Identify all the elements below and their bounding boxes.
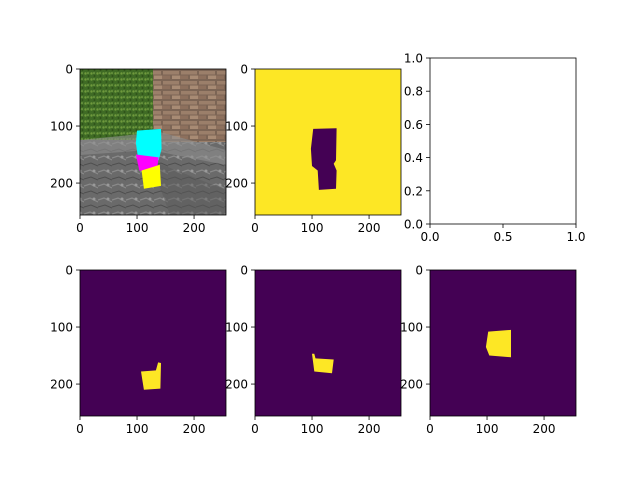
mask-region	[485, 329, 511, 358]
x-tick-label: 0	[76, 422, 84, 436]
x-tick-label: 200	[183, 422, 206, 436]
mask-region	[310, 128, 337, 190]
y-tick-label: 0.2	[404, 184, 423, 198]
y-tick-label: 200	[400, 378, 423, 392]
axes-frame	[79, 269, 227, 417]
panel-mask-complement: 0 100 200 0 100 200	[225, 63, 402, 235]
panel-empty: 0.0 0.5 1.0 0.0 0.2 0.4 0.6 0.8 1.0	[404, 52, 586, 245]
overlay-yellow	[141, 164, 161, 189]
panel-scene: 0 100 200 0 100 200	[50, 63, 227, 235]
y-tick-label: 100	[50, 120, 73, 134]
x-tick-label: 200	[533, 422, 556, 436]
y-tick-label: 100	[50, 321, 73, 335]
axes-frame	[79, 68, 227, 216]
mask-region	[312, 353, 334, 374]
panel-mask-cyan: 0 100 200 0 100 200	[400, 264, 577, 436]
x-tick-label: 200	[358, 221, 381, 235]
axes-frame	[254, 68, 402, 216]
y-tick-label: 0	[240, 264, 248, 278]
y-tick-label: 0.0	[404, 218, 423, 232]
axes-frame	[429, 57, 577, 225]
y-tick-label: 0	[240, 63, 248, 77]
x-tick-label: 200	[358, 422, 381, 436]
x-tick-label: 100	[301, 221, 324, 235]
y-tick-label: 0	[65, 63, 73, 77]
x-tick-label: 0.0	[420, 230, 439, 244]
x-tick-label: 100	[476, 422, 499, 436]
y-tick-label: 100	[225, 321, 248, 335]
y-tick-label: 1.0	[404, 52, 423, 66]
y-tick-label: 200	[50, 177, 73, 191]
rock-shadow	[150, 160, 226, 215]
brick-wall	[153, 69, 226, 142]
y-tick-label: 0.8	[404, 85, 423, 99]
y-tick-label: 100	[400, 321, 423, 335]
x-tick-label: 0	[251, 221, 259, 235]
axes-frame	[254, 269, 402, 417]
x-tick-label: 0.5	[493, 230, 512, 244]
x-tick-label: 0	[426, 422, 434, 436]
x-tick-label: 1.0	[566, 230, 585, 244]
x-tick-label: 0	[76, 221, 84, 235]
overlay-cyan	[135, 128, 162, 161]
y-tick-label: 200	[225, 177, 248, 191]
x-tick-label: 100	[126, 422, 149, 436]
y-tick-label: 200	[225, 378, 248, 392]
x-tick-label: 200	[183, 221, 206, 235]
y-tick-label: 0	[65, 264, 73, 278]
y-tick-label: 200	[50, 378, 73, 392]
axes-frame	[429, 269, 577, 417]
y-tick-label: 100	[225, 120, 248, 134]
y-tick-label: 0.4	[404, 151, 423, 165]
mask-background	[255, 270, 401, 416]
x-tick-label: 100	[301, 422, 324, 436]
scene-image	[80, 69, 226, 215]
mask-region	[141, 362, 161, 390]
overlay-regions	[135, 128, 162, 189]
mask-background	[80, 270, 226, 416]
panel-mask-yellow: 0 100 200 0 100 200	[50, 264, 227, 436]
panel-mask-magenta: 0 100 200 0 100 200	[225, 264, 402, 436]
y-tick-label: 0.6	[404, 118, 423, 132]
y-tick-label: 0	[415, 264, 423, 278]
x-tick-label: 100	[126, 221, 149, 235]
grass-area	[80, 69, 153, 140]
x-tick-label: 0	[251, 422, 259, 436]
